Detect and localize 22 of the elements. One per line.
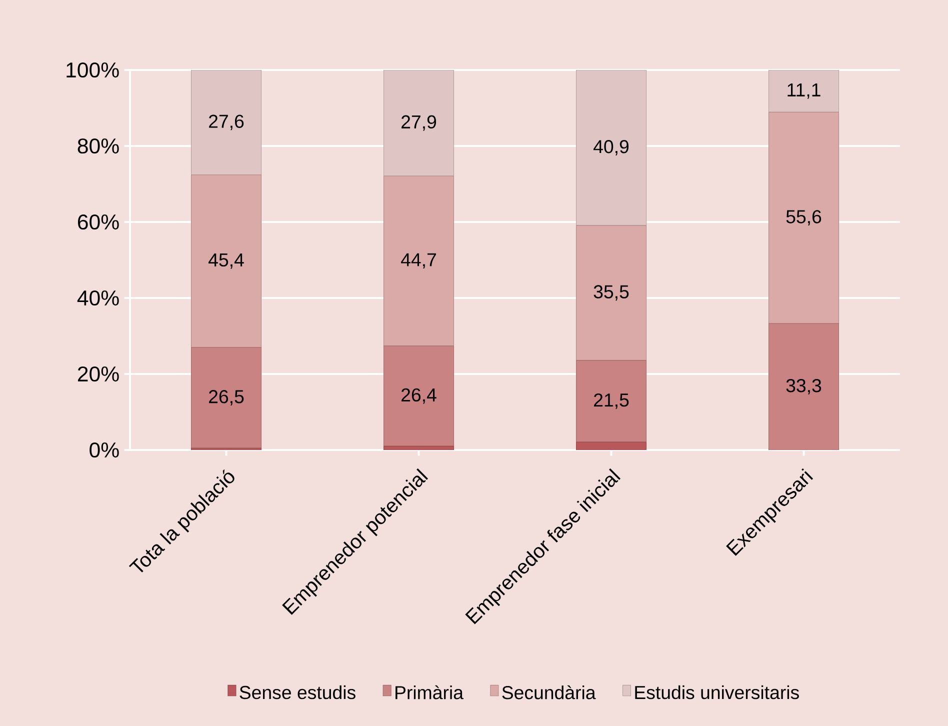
data-label: 35,5	[594, 285, 629, 301]
data-label: 27,6	[209, 114, 244, 130]
y-tick-label: 20%	[78, 366, 119, 382]
legend-label: Primària	[396, 685, 464, 700]
data-label: 40,9	[594, 140, 629, 156]
data-label: 27,9	[402, 115, 436, 131]
data-label: 11,1	[788, 83, 820, 99]
data-label: 33,3	[786, 379, 822, 394]
data-label: 45,4	[208, 254, 244, 269]
y-tick-label: 0%	[90, 442, 119, 458]
data-label: 26,4	[402, 388, 436, 404]
legend-label: Sense estudis	[240, 685, 356, 700]
y-tick-label: 100%	[66, 62, 119, 78]
data-label: 44,7	[401, 253, 436, 269]
data-label: 26,5	[209, 390, 244, 406]
y-tick-label: 80%	[78, 138, 119, 154]
y-tick-label: 60%	[78, 214, 119, 230]
data-label: 21,5	[594, 393, 629, 409]
legend-label: Secundària	[502, 685, 596, 700]
data-label: 55,6	[786, 210, 822, 226]
y-tick-label: 40%	[77, 290, 119, 306]
legend-label: Estudis universitaris	[635, 685, 799, 700]
